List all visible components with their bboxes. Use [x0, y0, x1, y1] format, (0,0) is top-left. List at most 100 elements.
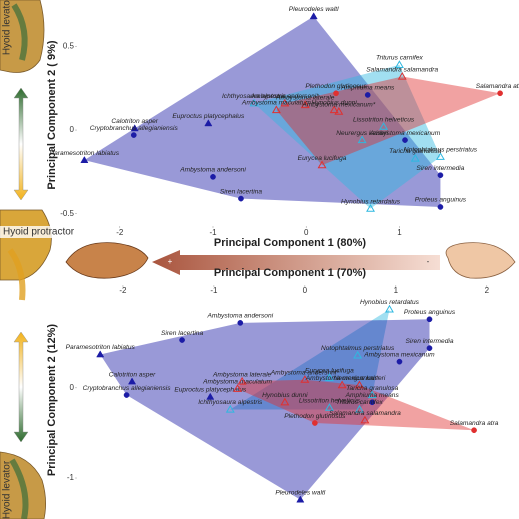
point-label: Paramesotriton labiatus — [50, 150, 120, 157]
group-hull — [230, 309, 390, 410]
data-point — [334, 107, 344, 115]
x-tick-label: 2 — [485, 286, 490, 295]
point-label: Taricha granulosa — [346, 385, 399, 392]
point-label: Eurycea lucifuga — [305, 368, 354, 375]
data-point — [280, 98, 290, 107]
point-label: Ambystoma mexicanum — [363, 351, 435, 358]
data-point — [324, 373, 334, 382]
point-label: Pleurodeles waltl — [289, 6, 339, 13]
data-point — [497, 90, 503, 97]
data-point — [179, 337, 185, 343]
point-label: Calotriton asper — [111, 118, 158, 125]
direction-arrow — [13, 87, 29, 201]
point-label: Calotriton asper — [109, 371, 156, 378]
group-hull — [84, 16, 441, 207]
point-label: Siren intermedia — [416, 165, 464, 172]
y-tick-label: -1 — [67, 473, 75, 482]
label-backdrop — [0, 226, 68, 238]
data-point — [300, 100, 310, 109]
data-point — [123, 392, 130, 398]
data-point — [296, 495, 305, 503]
data-point — [130, 124, 139, 132]
data-point — [329, 105, 339, 114]
x-tick-label: -2 — [116, 228, 124, 237]
point-label: Hynobius retardatus — [360, 299, 420, 306]
data-point — [309, 12, 318, 20]
point-label: Siren lacertina — [161, 330, 203, 337]
point-label: Siren intermedia — [405, 338, 453, 345]
x-tick-label: 0 — [304, 228, 309, 237]
point-label: Ambystoma andersoni — [179, 167, 246, 174]
y-axis-label: Principal Component 2 (12%) — [46, 324, 58, 477]
data-point — [210, 174, 216, 180]
point-label: Hynobius dunni — [262, 392, 308, 399]
point-label: Ambystoma maculatum — [202, 378, 272, 385]
data-point — [233, 384, 243, 392]
point-label: Salamandra atra — [476, 83, 519, 90]
point-label: Ambystoma andersoni — [206, 313, 273, 320]
y-tick-label: 0.5 — [63, 42, 75, 51]
muscle-illustration — [7, 248, 26, 301]
muscle-label: Hyoid levator — [2, 0, 13, 55]
arrow-sign: - — [427, 257, 430, 266]
data-point — [354, 380, 364, 389]
scatter-plot: -2 -1 0 1 0.5 0 -0.5 Principal Component 2 ( 9%… — [46, 6, 519, 249]
point-label: Ambystoma andersoni* — [250, 93, 320, 100]
x-tick-label: 1 — [394, 286, 399, 295]
point-label: Salamandra salamandra — [329, 410, 401, 417]
data-point — [237, 320, 244, 326]
data-point — [225, 404, 235, 413]
data-point — [271, 105, 281, 114]
data-point — [280, 397, 290, 406]
left-illustrations: Hyoid levator Hyoid protractor Hyoid lev… — [0, 0, 75, 519]
data-point — [249, 98, 259, 107]
data-point — [333, 90, 339, 97]
data-point — [394, 60, 404, 68]
data-point — [354, 404, 364, 413]
data-point — [426, 316, 433, 323]
data-point — [324, 403, 334, 411]
data-point — [379, 122, 389, 130]
data-point — [130, 132, 137, 138]
point-label: Cryptobranchus allegianiensis — [83, 385, 172, 392]
muscle-label: Hyoid levator — [2, 460, 13, 519]
head-illustration — [0, 209, 52, 281]
y-tick-label: 0 — [70, 125, 75, 134]
point-label: Amphiuma means — [345, 392, 400, 399]
x-tick-label: -2 — [119, 286, 127, 295]
point-label: Ambystoma mexicanum* — [301, 101, 375, 108]
data-point — [410, 153, 420, 162]
data-point — [402, 137, 408, 143]
group-hull — [237, 379, 475, 431]
x-axis-label: Principal Component 1 (70%) — [214, 267, 367, 279]
data-point — [337, 380, 347, 389]
point-label: Hynobius retardatus — [341, 198, 401, 205]
y-tick-label: 0 — [70, 383, 75, 392]
point-label: Ambystoma mexicanum* — [305, 375, 379, 382]
data-point — [471, 427, 477, 434]
group-hull — [100, 319, 430, 500]
point-label: Hynobius dunni — [311, 100, 357, 107]
point-label: Ambystoma maculatum — [241, 100, 311, 107]
data-point — [426, 345, 433, 351]
point-label: Ambystoma laterale — [212, 371, 272, 378]
data-point — [385, 304, 394, 313]
muscle-illustration — [9, 458, 29, 519]
point-label: Neurergus kaiseri — [336, 130, 388, 137]
data-point — [369, 399, 376, 406]
y-axis-label: Principal Component 2 ( 9%) — [46, 40, 58, 189]
pc1-arrow — [152, 250, 440, 275]
data-point — [128, 377, 137, 385]
point-label: Plethodon glutinosus — [284, 413, 346, 420]
data-point — [360, 415, 370, 424]
point-label: Eurycea lucifuga — [298, 155, 347, 162]
data-point — [367, 390, 377, 399]
data-point — [357, 135, 367, 144]
point-label: Triturus carnifex — [376, 55, 423, 62]
y-tick-label: -0.5 — [60, 209, 74, 218]
skull-illustration — [445, 242, 516, 279]
point-label: Paramesotriton labiatus — [66, 344, 136, 351]
point-label: Pleurodeles waltl — [275, 489, 325, 496]
data-point — [437, 172, 444, 179]
